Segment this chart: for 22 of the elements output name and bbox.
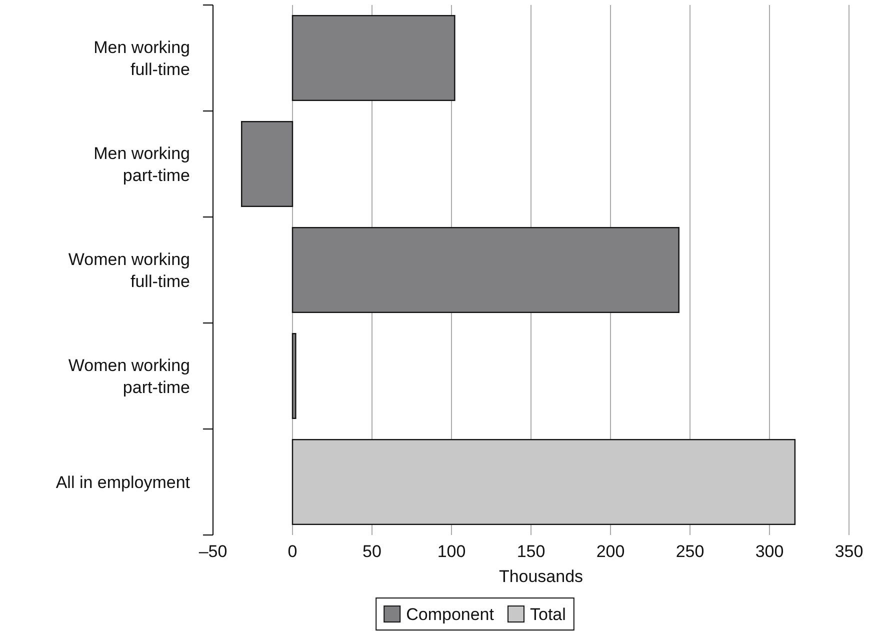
x-axis-title: Thousands: [498, 567, 584, 586]
x-tick-label: 0: [288, 542, 298, 562]
x-tick-label: 300: [755, 542, 784, 562]
x-tick-label: 250: [676, 542, 704, 562]
bar: [292, 333, 296, 419]
x-tick-label: 350: [834, 542, 864, 562]
y-tick-label: Men working full-time: [94, 38, 190, 79]
legend-label: Total: [530, 605, 566, 624]
y-tick-label: Women working part-time: [68, 356, 190, 397]
x-tick-label: 100: [437, 542, 466, 562]
x-tick-label: 50: [362, 542, 382, 562]
x-tick-label: 150: [516, 542, 546, 562]
y-tick-label: Men working part-time: [94, 144, 190, 185]
bar: [292, 227, 680, 313]
y-tick-label: All in employment: [56, 473, 190, 492]
bar: [292, 15, 456, 101]
bar: [241, 121, 294, 207]
x-tick-label: –50: [198, 542, 228, 562]
y-tick-label: Women working full-time: [68, 250, 190, 291]
legend-label: Component: [406, 605, 494, 624]
bar: [292, 439, 796, 525]
x-tick-label: 200: [596, 542, 625, 562]
